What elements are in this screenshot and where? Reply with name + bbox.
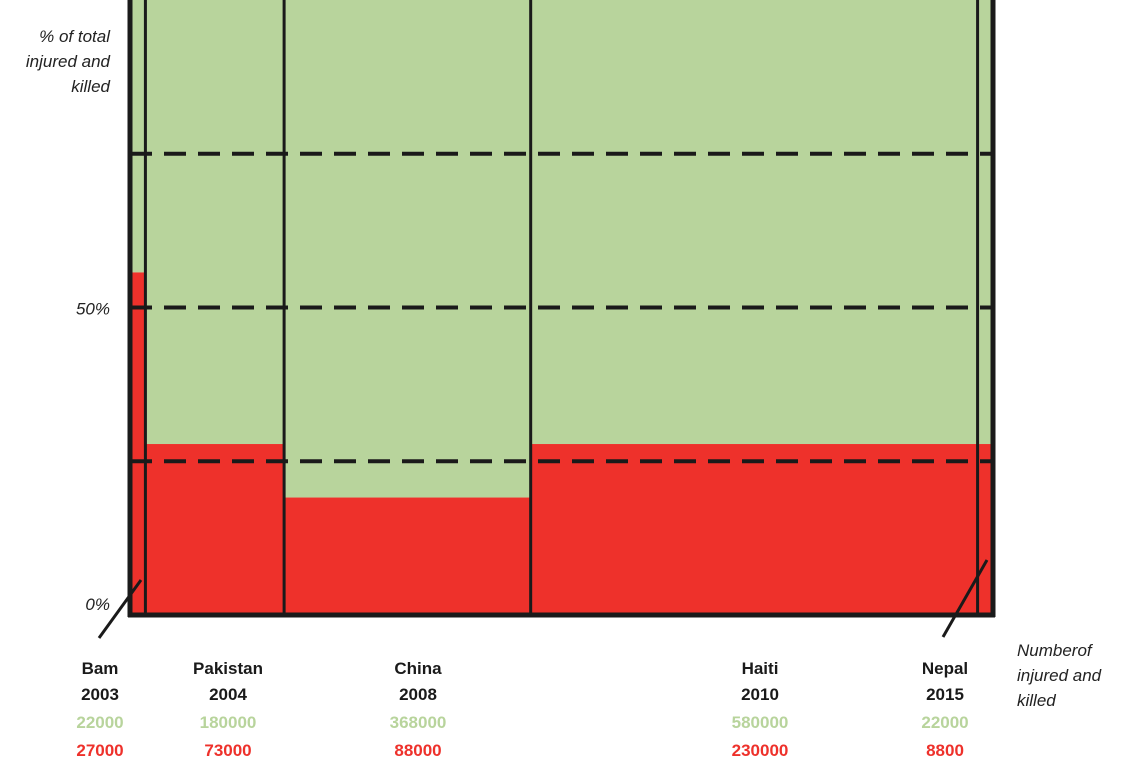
killed-segment-china	[284, 497, 531, 615]
category-year-haiti: 2010	[741, 685, 779, 704]
injured-value-bam: 22000	[76, 713, 123, 732]
labels-layer: % of total injured and killed 0% 50% Bam 2003 2…	[26, 27, 1102, 760]
killed-value-haiti: 230000	[732, 741, 789, 760]
killed-value-pakistan: 73000	[204, 741, 251, 760]
leader-line-nepal	[941, 559, 989, 638]
y-tick-label-50: 50%	[76, 300, 110, 319]
injured-segment-nepal	[977, 0, 993, 445]
injured-segment-pakistan	[145, 0, 285, 445]
killed-value-bam: 27000	[76, 741, 123, 760]
killed-value-china: 88000	[394, 741, 441, 760]
killed-segment-pakistan	[145, 444, 285, 615]
category-name-haiti: Haiti	[742, 659, 779, 678]
gridlines-layer	[130, 151, 993, 464]
injured-segment-bam	[130, 0, 146, 273]
category-name-bam: Bam	[82, 659, 119, 678]
injured-value-china: 368000	[390, 713, 447, 732]
category-year-bam: 2003	[81, 685, 119, 704]
width-axis-label-line: killed	[1017, 691, 1056, 710]
y-tick-label-0: 0%	[85, 595, 110, 614]
dividers-layer	[143, 0, 980, 615]
killed-value-nepal: 8800	[926, 741, 964, 760]
segments-layer	[130, 0, 993, 615]
injured-value-haiti: 580000	[732, 713, 789, 732]
category-name-china: China	[394, 659, 442, 678]
category-name-pakistan: Pakistan	[193, 659, 263, 678]
y-axis-title: % of total injured and killed	[26, 27, 111, 96]
killed-segment-bam	[130, 272, 146, 615]
y-axis-title-line: injured and	[26, 52, 111, 71]
axes-layer	[127, 0, 996, 618]
injured-segment-china	[284, 0, 531, 498]
y-axis-title-line: % of total	[39, 27, 111, 46]
leader-line-bam	[97, 579, 143, 639]
width-axis-label-line: Numberof	[1017, 641, 1094, 660]
killed-segment-haiti	[530, 444, 978, 615]
width-axis-label: Numberof injured and killed	[1017, 641, 1102, 710]
width-axis-label-line: injured and	[1017, 666, 1102, 685]
injured-value-nepal: 22000	[921, 713, 968, 732]
category-name-nepal: Nepal	[922, 659, 968, 678]
category-year-nepal: 2015	[926, 685, 964, 704]
y-axis-title-line: killed	[71, 77, 110, 96]
injured-value-pakistan: 180000	[200, 713, 257, 732]
category-year-china: 2008	[399, 685, 437, 704]
injured-segment-haiti	[530, 0, 978, 445]
category-year-pakistan: 2004	[209, 685, 247, 704]
